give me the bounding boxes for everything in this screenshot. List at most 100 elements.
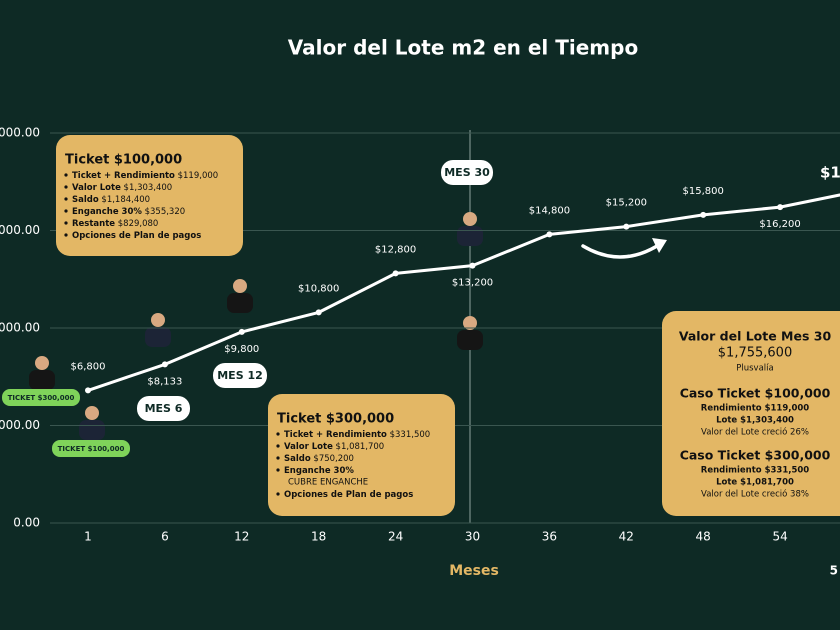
y-tick-label: 10,000.00: [0, 321, 40, 335]
value-label: $13,200: [452, 278, 493, 289]
y-tick-label: 0.00: [13, 516, 40, 530]
case-title: Caso Ticket $300,000: [680, 448, 831, 463]
summary-amount: $1,755,600: [718, 346, 792, 361]
x-tick-label: 48: [696, 530, 711, 544]
point: [777, 204, 784, 211]
x-axis-label: Meses: [449, 563, 499, 579]
summary-box: [662, 311, 840, 516]
y-tick-label: 20,000.00: [0, 126, 40, 140]
case-line: Lote $1,081,700: [716, 478, 794, 488]
bullet: [276, 432, 280, 436]
point: [161, 361, 168, 368]
box-item: Enganche 30% $355,320: [72, 207, 185, 217]
case-note: Valor del Lote creció 26%: [701, 427, 809, 438]
item-label: Saldo: [284, 454, 311, 464]
x-tick-label: 18: [311, 530, 326, 544]
ticket-label: TICKET $300,000: [8, 394, 75, 402]
marker-label: MES 6: [145, 402, 183, 415]
summary-subtitle: Plusvalía: [736, 364, 773, 374]
person-body: [29, 370, 55, 390]
trend-arrow-head: [652, 238, 667, 253]
item-value: $331,500: [390, 430, 431, 440]
item-label: Opciones de Plan de pagos: [284, 490, 413, 500]
box-item: Restante $829,080: [72, 219, 158, 229]
x-tick-label: 54: [772, 530, 787, 544]
item-label: Ticket + Rendimiento: [72, 171, 175, 181]
ticket-pill: [2, 389, 80, 406]
box-item: Enganche 30%: [284, 466, 354, 476]
item-value: $1,184,400: [101, 195, 150, 205]
bullet: [64, 185, 68, 189]
value-label: $12,800: [375, 244, 416, 255]
marker-pill: [441, 160, 493, 185]
person-body: [79, 420, 105, 440]
marker-label: MES 12: [217, 369, 263, 382]
case-line: Rendimiento $119,000: [701, 404, 810, 414]
point: [85, 387, 91, 394]
person-head: [85, 406, 99, 420]
item-value: $750,200: [313, 454, 354, 464]
box-item: Ticket + Rendimiento $119,000: [72, 171, 218, 181]
bullet: [276, 492, 280, 496]
value-label: $14,800: [529, 205, 570, 216]
person-head: [463, 316, 477, 330]
item-label: Enganche 30%: [72, 207, 142, 217]
info-box: [56, 135, 243, 256]
item-label: Opciones de Plan de pagos: [72, 231, 201, 241]
person-head: [463, 212, 477, 226]
box-item: Valor Lote $1,081,700: [284, 442, 384, 452]
person-body: [227, 293, 253, 313]
x-tick-label: 30: [465, 530, 480, 544]
person-body: [145, 327, 171, 347]
bullet: [64, 233, 68, 237]
box-item: Ticket + Rendimiento $331,500: [284, 430, 430, 440]
point: [238, 328, 245, 335]
bullet: [64, 173, 68, 177]
person-body: [457, 330, 483, 350]
person-head: [35, 356, 49, 370]
bullet: [64, 209, 68, 213]
x-tick-label: 1: [84, 530, 92, 544]
x-tick-label: 12: [234, 530, 249, 544]
chart-title: Valor del Lote m2 en el Tiempo: [288, 36, 638, 60]
x-tick-label: 24: [388, 530, 403, 544]
item-label: Ticket + Rendimiento: [284, 430, 387, 440]
y-tick-label: 5,000.00: [0, 418, 40, 432]
box-item: Opciones de Plan de pagos: [284, 490, 413, 500]
case-line: Lote $1,303,400: [716, 416, 794, 426]
point: [392, 270, 399, 277]
value-label: $15,200: [606, 198, 647, 209]
trend-arrow: [581, 244, 659, 259]
y-tick-label: 15,000.00: [0, 223, 40, 237]
item-value: $119,000: [178, 171, 219, 181]
item-value: $355,320: [145, 207, 186, 217]
box-item: Saldo $1,184,400: [72, 195, 150, 205]
box-item: Opciones de Plan de pagos: [72, 231, 201, 241]
x-tick-label: 36: [542, 530, 557, 544]
marker-pill: [137, 396, 190, 421]
point: [700, 211, 707, 218]
value-label: $16,200: [759, 219, 800, 230]
ticket-pill: [52, 440, 130, 457]
point: [546, 231, 553, 238]
box-title: Ticket $300,000: [277, 412, 394, 427]
point: [469, 262, 476, 269]
bullet: [276, 456, 280, 460]
point: [623, 223, 630, 230]
case-note: Valor del Lote creció 38%: [701, 489, 809, 500]
x-tick-label: 42: [619, 530, 634, 544]
ticket-label: TICKET $100,000: [58, 445, 125, 453]
value-label: $9,800: [224, 344, 259, 355]
box-item: Valor Lote $1,303,400: [72, 183, 172, 193]
info-box: [268, 394, 455, 516]
box-item: Saldo $750,200: [284, 454, 354, 464]
bullet: [276, 468, 280, 472]
value-label: $6,800: [71, 361, 106, 372]
point: [315, 309, 322, 316]
item-label: Enganche 30%: [284, 466, 354, 476]
marker-label: MES 30: [444, 166, 490, 179]
item-label: Restante: [72, 219, 115, 229]
x-tick-label: 6: [161, 530, 169, 544]
item-label: Valor Lote: [72, 183, 121, 193]
